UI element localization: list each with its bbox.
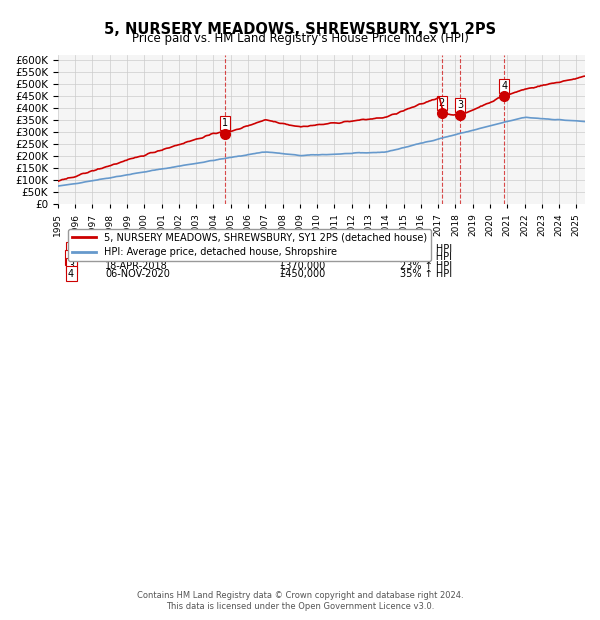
Text: 2: 2: [68, 252, 74, 262]
Text: £380,000: £380,000: [279, 252, 325, 262]
Text: 2: 2: [439, 98, 445, 108]
Text: 35% ↑ HPI: 35% ↑ HPI: [400, 268, 452, 279]
Text: Price paid vs. HM Land Registry's House Price Index (HPI): Price paid vs. HM Land Registry's House …: [131, 32, 469, 45]
Text: 17-MAR-2017: 17-MAR-2017: [105, 252, 171, 262]
Text: 06-NOV-2020: 06-NOV-2020: [105, 268, 170, 279]
Text: Contains HM Land Registry data © Crown copyright and database right 2024.
This d: Contains HM Land Registry data © Crown c…: [137, 591, 463, 611]
Text: 23% ↑ HPI: 23% ↑ HPI: [400, 260, 452, 270]
Text: 5, NURSERY MEADOWS, SHREWSBURY, SY1 2PS: 5, NURSERY MEADOWS, SHREWSBURY, SY1 2PS: [104, 22, 496, 37]
Legend: 5, NURSERY MEADOWS, SHREWSBURY, SY1 2PS (detached house), HPI: Average price, de: 5, NURSERY MEADOWS, SHREWSBURY, SY1 2PS …: [68, 229, 431, 261]
Text: 1: 1: [68, 244, 74, 254]
Text: 31% ↑ HPI: 31% ↑ HPI: [400, 252, 452, 262]
Text: 23% ↑ HPI: 23% ↑ HPI: [400, 244, 452, 254]
Text: 4: 4: [502, 81, 508, 91]
Text: 4: 4: [68, 268, 74, 279]
Text: 03-SEP-2004: 03-SEP-2004: [105, 244, 167, 254]
Text: 1: 1: [222, 118, 228, 128]
Text: £294,200: £294,200: [279, 244, 326, 254]
Text: 3: 3: [68, 260, 74, 270]
Text: 18-APR-2018: 18-APR-2018: [105, 260, 168, 270]
Text: £370,000: £370,000: [279, 260, 326, 270]
Text: £450,000: £450,000: [279, 268, 326, 279]
Text: 3: 3: [457, 100, 463, 110]
